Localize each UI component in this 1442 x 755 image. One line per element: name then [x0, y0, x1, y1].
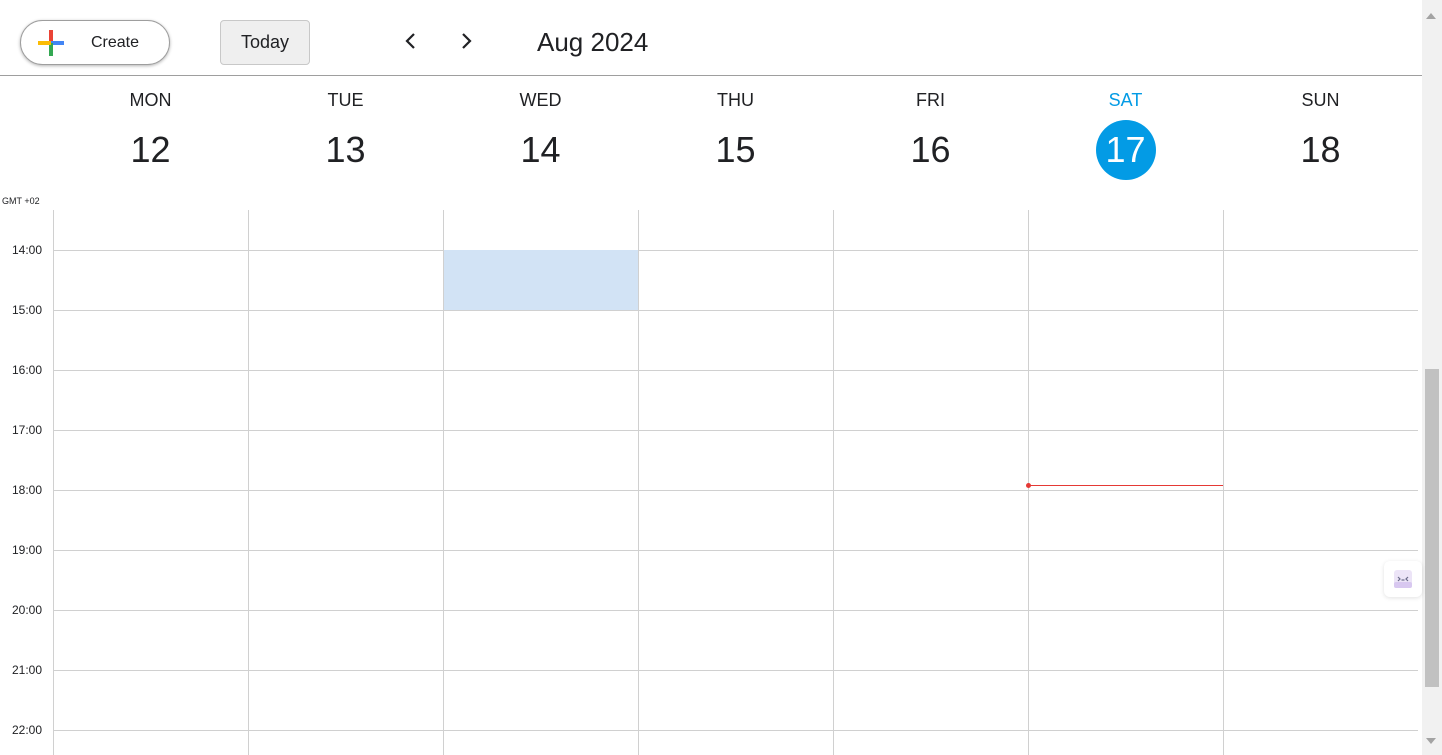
- hour-label: 20:00: [12, 603, 43, 617]
- day-header-tue[interactable]: TUE 13: [248, 76, 443, 206]
- day-header-sun[interactable]: SUN 18: [1223, 76, 1418, 206]
- hour-label: 14:00: [12, 243, 43, 257]
- hour-label: 18:00: [12, 483, 43, 497]
- assistant-extension-button[interactable]: [1384, 561, 1422, 597]
- current-time-dot: [1026, 483, 1031, 488]
- next-week-button[interactable]: [451, 26, 481, 56]
- hour-label: 16:00: [12, 363, 43, 377]
- create-button-label: Create: [91, 34, 140, 51]
- day-name: TUE: [327, 90, 364, 110]
- hour-label: 17:00: [12, 423, 43, 437]
- day-name: WED: [519, 90, 562, 110]
- colorful-plus-icon: [38, 30, 64, 56]
- assistant-face-icon: [1394, 570, 1412, 588]
- today-date-badge: 17: [1095, 120, 1156, 180]
- day-header-thu[interactable]: THU 15: [638, 76, 833, 206]
- day-number: 18: [1300, 129, 1341, 170]
- hour-gridline: [53, 610, 1418, 611]
- grid-column-divider: [53, 210, 54, 755]
- week-time-grid[interactable]: [53, 210, 1418, 755]
- previous-week-button[interactable]: [396, 26, 426, 56]
- day-name: SUN: [1301, 90, 1340, 110]
- hour-gridline: [53, 430, 1418, 431]
- hour-label: 15:00: [12, 303, 43, 317]
- day-number: 15: [715, 129, 756, 170]
- day-name: MON: [129, 90, 172, 110]
- hour-gridline: [53, 490, 1418, 491]
- create-button[interactable]: Create: [20, 20, 170, 65]
- day-name: SAT: [1108, 90, 1143, 110]
- hour-gridline: [53, 250, 1418, 251]
- month-title: Aug 2024: [537, 27, 649, 57]
- scrollbar-thumb[interactable]: [1425, 369, 1439, 687]
- hour-gridline: [53, 550, 1418, 551]
- hour-gridline: [53, 730, 1418, 731]
- day-number: 14: [520, 129, 561, 170]
- chevron-right-icon: [462, 33, 472, 49]
- day-number: 16: [910, 129, 951, 170]
- day-header-mon[interactable]: MON 12: [53, 76, 248, 206]
- grid-column-divider: [248, 210, 249, 755]
- grid-column-divider: [1223, 210, 1224, 755]
- day-header-sat[interactable]: SAT 17: [1028, 76, 1223, 206]
- hour-gridline: [53, 310, 1418, 311]
- grid-column-divider: [638, 210, 639, 755]
- hour-label: 19:00: [12, 543, 43, 557]
- hour-label: 22:00: [12, 723, 43, 737]
- chevron-left-icon: [405, 33, 415, 49]
- calendar-toolbar: Create Today Aug 2024: [0, 0, 1422, 76]
- day-name: FRI: [916, 90, 945, 110]
- day-header-fri[interactable]: FRI 16: [833, 76, 1028, 206]
- scroll-down-arrow-icon[interactable]: [1426, 738, 1436, 744]
- grid-column-divider: [833, 210, 834, 755]
- day-number: 13: [325, 129, 366, 170]
- today-button[interactable]: Today: [220, 20, 310, 65]
- timezone-label: GMT +02: [2, 196, 40, 206]
- scroll-up-arrow-icon[interactable]: [1426, 13, 1436, 19]
- grid-column-divider: [1028, 210, 1029, 755]
- day-number: 12: [130, 129, 171, 170]
- hour-gridline: [53, 370, 1418, 371]
- hour-gridline: [53, 670, 1418, 671]
- hour-label: 21:00: [12, 663, 43, 677]
- selected-time-slot[interactable]: [444, 250, 638, 310]
- current-time-indicator: [1028, 485, 1223, 486]
- day-name: THU: [717, 90, 754, 110]
- grid-column-divider: [443, 210, 444, 755]
- day-header-wed[interactable]: WED 14: [443, 76, 638, 206]
